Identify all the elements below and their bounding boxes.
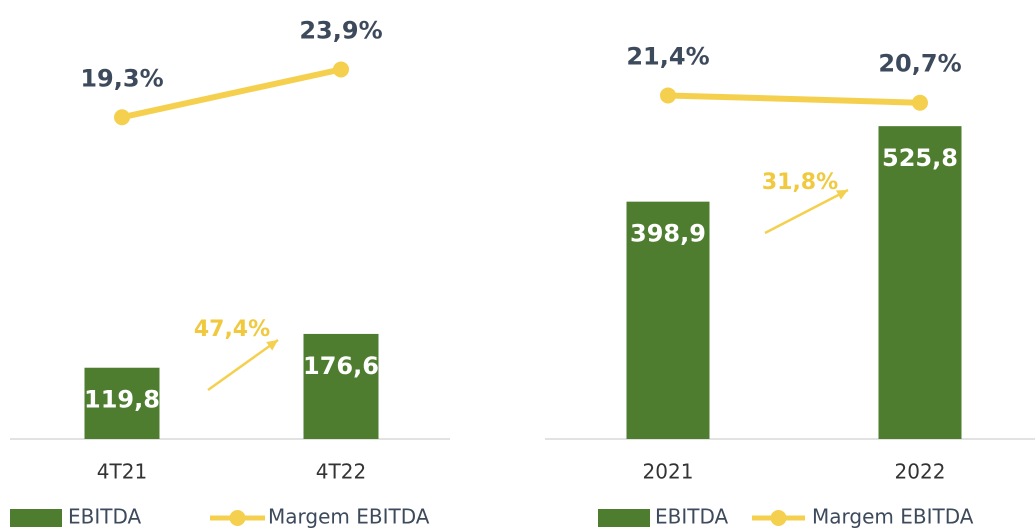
legend-label: Margem EBITDA xyxy=(268,505,430,529)
margin-label: 19,3% xyxy=(80,64,163,92)
growth-label: 47,4% xyxy=(194,317,270,342)
x-tick-label: 2022 xyxy=(895,460,946,484)
bar xyxy=(303,333,379,439)
bar-label: 398,9 xyxy=(630,220,706,248)
margin-point xyxy=(114,109,130,126)
margin-label: 20,7% xyxy=(878,50,961,78)
legend-dot xyxy=(770,510,787,526)
bar xyxy=(84,367,160,439)
growth-arrow xyxy=(764,188,849,235)
bar xyxy=(626,201,710,439)
x-tick-label: 4T22 xyxy=(316,460,366,484)
bar-label: 119,8 xyxy=(84,386,160,414)
legend-label: EBITDA xyxy=(68,505,142,529)
legend-label: Margem EBITDA xyxy=(812,505,974,529)
margin-point xyxy=(912,94,928,111)
arrow-head xyxy=(266,340,278,351)
margin-point xyxy=(660,87,676,104)
margin-point xyxy=(333,61,349,78)
margin-label: 23,9% xyxy=(299,16,382,44)
growth-arrow xyxy=(207,338,279,392)
x-tick-label: 2021 xyxy=(643,460,694,484)
legend-dot xyxy=(229,510,246,526)
x-tick-label: 4T21 xyxy=(97,460,147,484)
growth-label: 31,8% xyxy=(762,170,838,195)
legend-swatch xyxy=(598,509,650,527)
legend-label: EBITDA xyxy=(655,505,729,529)
bar-label: 176,6 xyxy=(303,352,379,380)
margin-label: 21,4% xyxy=(626,42,709,70)
arrow-head xyxy=(836,190,848,200)
margin-line xyxy=(667,92,921,106)
margin-line xyxy=(121,66,342,121)
bar-label: 525,8 xyxy=(882,144,958,172)
bar xyxy=(878,126,962,440)
legend-swatch xyxy=(10,509,62,527)
